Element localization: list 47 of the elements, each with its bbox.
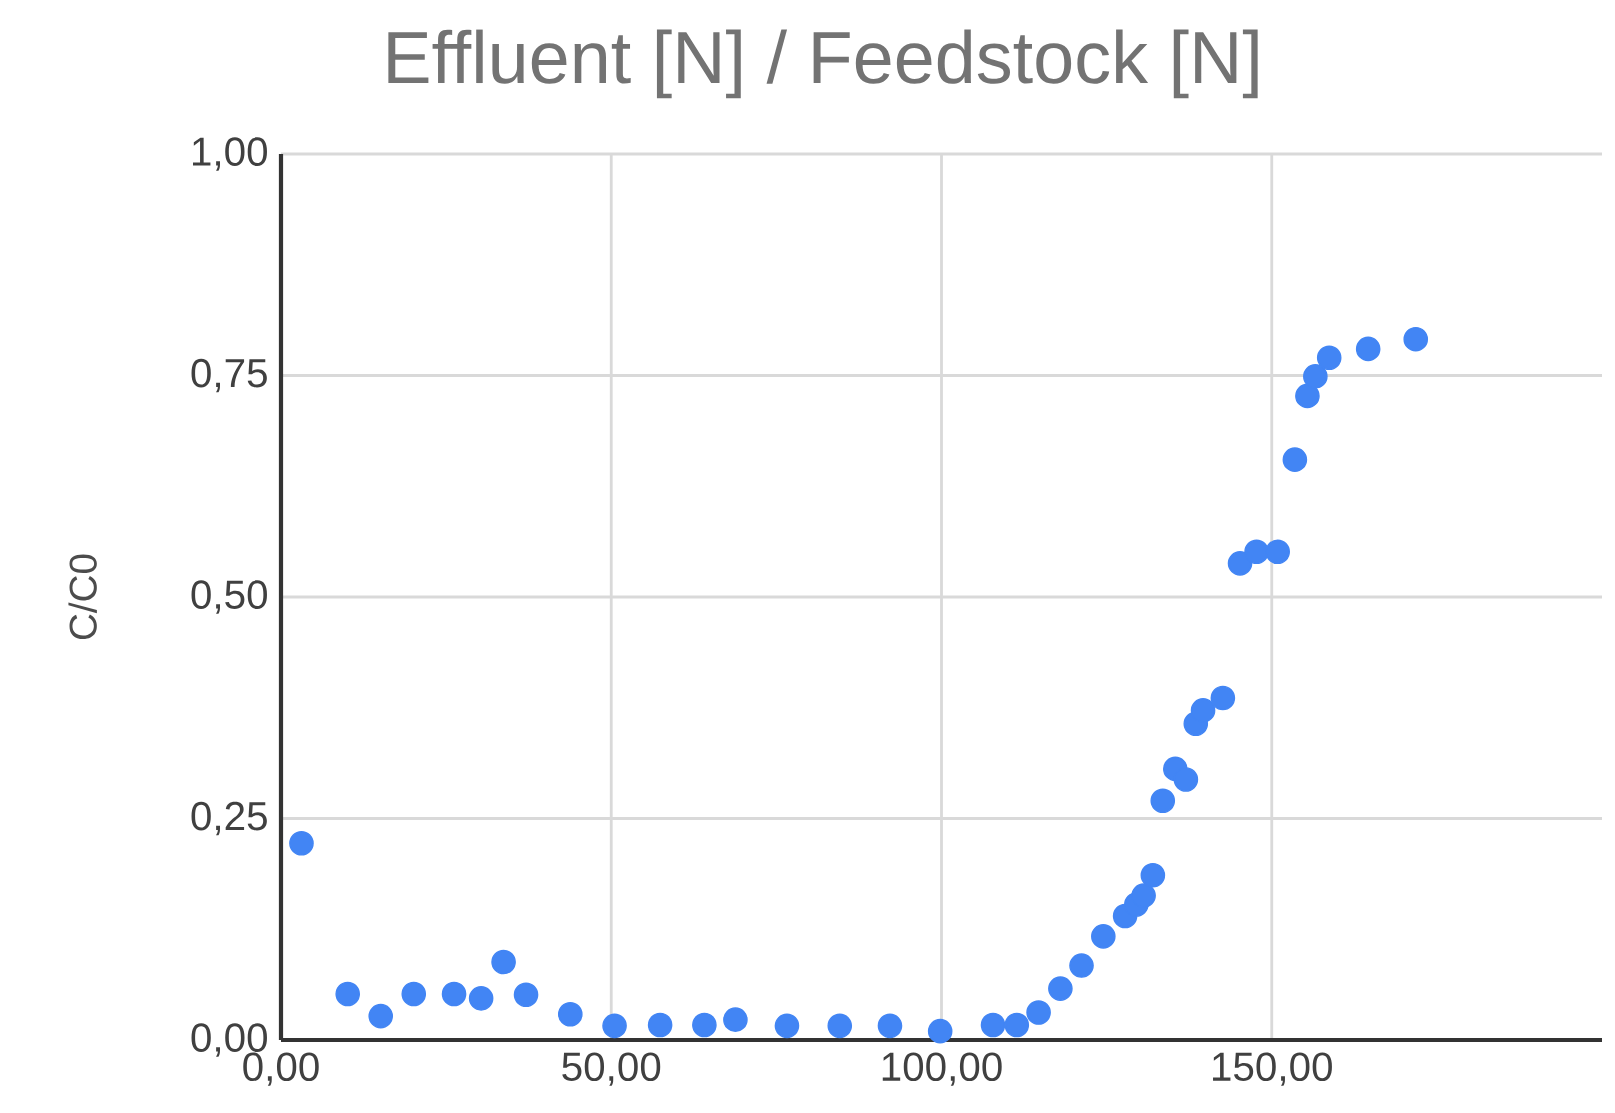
point: [1355, 336, 1381, 362]
point: [692, 1012, 717, 1038]
point: [723, 1007, 748, 1032]
point: [289, 830, 314, 856]
point: [1026, 1000, 1051, 1025]
x-tick-label: 150,00: [1213, 1052, 1332, 1086]
x-tick-label: 50,00: [562, 1052, 661, 1086]
y-tick-label: 0,75: [191, 358, 267, 393]
point: [1265, 539, 1290, 565]
point: [468, 986, 494, 1011]
point: [557, 1001, 583, 1027]
point: [1403, 326, 1429, 352]
point: [401, 981, 427, 1007]
point: [368, 1003, 394, 1029]
point: [491, 949, 516, 975]
point: [335, 981, 361, 1007]
point: [1316, 345, 1342, 371]
point: [1244, 539, 1269, 565]
point: [1140, 862, 1166, 888]
point: [441, 981, 467, 1007]
y-tick-label: 1,00: [193, 137, 267, 171]
point: [1210, 685, 1236, 711]
point: [1150, 788, 1176, 814]
point: [1048, 976, 1073, 1001]
point: [827, 1013, 853, 1039]
point: [1295, 383, 1320, 409]
point: [1282, 447, 1308, 472]
y-tick-label: 0,25: [191, 801, 267, 836]
y-axis-title: C/C0: [68, 554, 97, 640]
point: [1069, 953, 1094, 978]
point: [602, 1013, 627, 1039]
point: [1091, 924, 1116, 949]
point: [980, 1012, 1006, 1038]
x-tick-label: 100,00: [882, 1052, 1002, 1086]
point: [513, 982, 539, 1008]
point: [647, 1012, 673, 1038]
point: [1173, 767, 1199, 792]
point: [774, 1013, 800, 1039]
point: [1227, 551, 1253, 576]
point: [1190, 698, 1216, 723]
point: [1131, 883, 1156, 908]
chart-title: Effluent [N] / Feedstock [N]: [388, 29, 1258, 99]
point: [877, 1013, 903, 1039]
y-tick-label: 0,50: [191, 580, 267, 614]
point: [1004, 1012, 1030, 1038]
point: [1303, 364, 1328, 389]
point: [927, 1018, 953, 1044]
